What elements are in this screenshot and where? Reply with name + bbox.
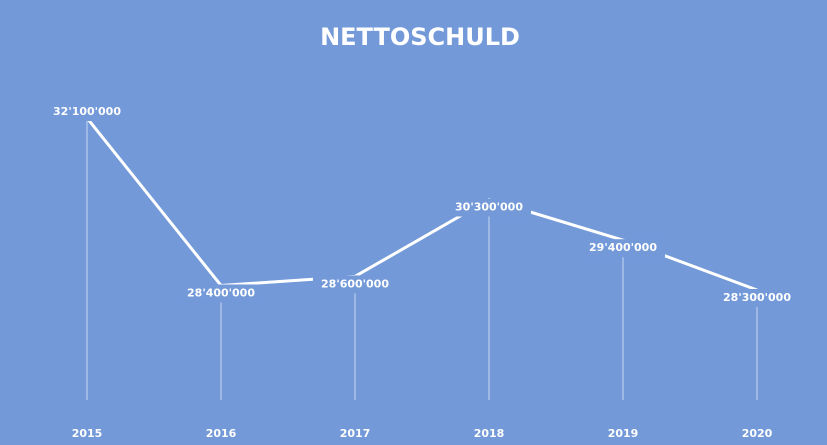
x-tick-label: 2019 — [608, 427, 639, 440]
label-background — [313, 275, 397, 294]
data-label: 30'300'000 — [455, 200, 523, 213]
x-tick-label: 2018 — [474, 427, 505, 440]
label-background — [45, 103, 129, 121]
data-label: 28'300'000 — [723, 291, 791, 304]
x-tick-label: 2015 — [72, 427, 103, 440]
x-tick-label: 2020 — [742, 427, 773, 440]
label-background — [447, 198, 531, 217]
data-label: 28'400'000 — [187, 286, 255, 299]
x-tick-label: 2017 — [340, 427, 371, 440]
data-label: 29'400'000 — [589, 241, 657, 254]
x-tick-label: 2016 — [206, 427, 237, 440]
label-background — [179, 284, 263, 303]
data-label: 28'600'000 — [321, 277, 389, 290]
label-background — [715, 289, 799, 307]
chart-title: NETTOSCHULD — [320, 23, 520, 51]
label-background — [581, 239, 665, 258]
data-label: 32'100'000 — [53, 105, 121, 118]
